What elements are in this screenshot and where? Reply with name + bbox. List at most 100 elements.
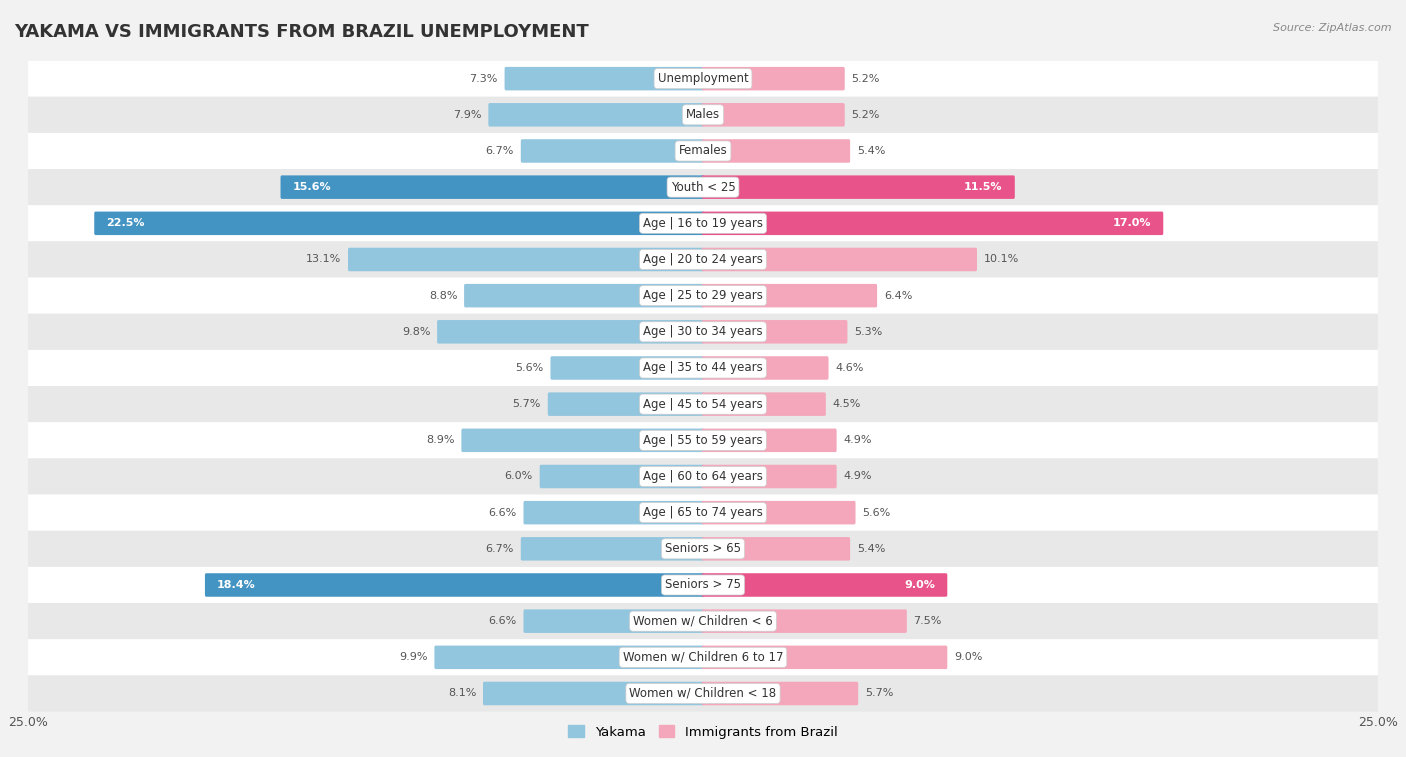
FancyBboxPatch shape	[702, 609, 907, 633]
Text: Age | 55 to 59 years: Age | 55 to 59 years	[643, 434, 763, 447]
Text: 5.4%: 5.4%	[856, 146, 886, 156]
FancyBboxPatch shape	[28, 639, 1378, 675]
Text: Age | 35 to 44 years: Age | 35 to 44 years	[643, 362, 763, 375]
Text: Males: Males	[686, 108, 720, 121]
FancyBboxPatch shape	[702, 392, 825, 416]
FancyBboxPatch shape	[28, 205, 1378, 241]
FancyBboxPatch shape	[205, 573, 704, 597]
FancyBboxPatch shape	[548, 392, 704, 416]
FancyBboxPatch shape	[520, 139, 704, 163]
Text: Unemployment: Unemployment	[658, 72, 748, 85]
FancyBboxPatch shape	[702, 67, 845, 90]
FancyBboxPatch shape	[281, 176, 704, 199]
Text: Females: Females	[679, 145, 727, 157]
FancyBboxPatch shape	[551, 357, 704, 380]
Text: 7.5%: 7.5%	[914, 616, 942, 626]
Text: Age | 20 to 24 years: Age | 20 to 24 years	[643, 253, 763, 266]
FancyBboxPatch shape	[702, 573, 948, 597]
Text: Women w/ Children < 18: Women w/ Children < 18	[630, 687, 776, 700]
Text: 18.4%: 18.4%	[217, 580, 256, 590]
FancyBboxPatch shape	[28, 675, 1378, 712]
FancyBboxPatch shape	[540, 465, 704, 488]
FancyBboxPatch shape	[28, 61, 1378, 97]
FancyBboxPatch shape	[702, 465, 837, 488]
FancyBboxPatch shape	[702, 682, 858, 706]
Text: 5.7%: 5.7%	[865, 689, 893, 699]
Text: Seniors > 75: Seniors > 75	[665, 578, 741, 591]
Text: 22.5%: 22.5%	[107, 218, 145, 229]
Text: 6.7%: 6.7%	[485, 146, 515, 156]
FancyBboxPatch shape	[28, 459, 1378, 494]
Text: 8.9%: 8.9%	[426, 435, 454, 445]
FancyBboxPatch shape	[702, 211, 1163, 235]
FancyBboxPatch shape	[702, 646, 948, 669]
FancyBboxPatch shape	[702, 357, 828, 380]
FancyBboxPatch shape	[702, 537, 851, 561]
Text: Age | 60 to 64 years: Age | 60 to 64 years	[643, 470, 763, 483]
Text: 5.3%: 5.3%	[855, 327, 883, 337]
FancyBboxPatch shape	[437, 320, 704, 344]
FancyBboxPatch shape	[464, 284, 704, 307]
Text: 11.5%: 11.5%	[965, 182, 1002, 192]
Text: Source: ZipAtlas.com: Source: ZipAtlas.com	[1274, 23, 1392, 33]
Text: 8.8%: 8.8%	[429, 291, 457, 301]
FancyBboxPatch shape	[28, 567, 1378, 603]
Text: 9.0%: 9.0%	[904, 580, 935, 590]
Text: Age | 25 to 29 years: Age | 25 to 29 years	[643, 289, 763, 302]
FancyBboxPatch shape	[461, 428, 704, 452]
Text: 4.9%: 4.9%	[844, 472, 872, 481]
FancyBboxPatch shape	[523, 501, 704, 525]
Text: 9.9%: 9.9%	[399, 653, 427, 662]
FancyBboxPatch shape	[702, 248, 977, 271]
Text: 17.0%: 17.0%	[1112, 218, 1152, 229]
FancyBboxPatch shape	[28, 531, 1378, 567]
FancyBboxPatch shape	[28, 386, 1378, 422]
FancyBboxPatch shape	[523, 609, 704, 633]
Text: 5.6%: 5.6%	[862, 508, 890, 518]
FancyBboxPatch shape	[702, 428, 837, 452]
Text: 5.4%: 5.4%	[856, 544, 886, 554]
FancyBboxPatch shape	[702, 284, 877, 307]
Text: 6.0%: 6.0%	[505, 472, 533, 481]
Text: Women w/ Children 6 to 17: Women w/ Children 6 to 17	[623, 651, 783, 664]
FancyBboxPatch shape	[28, 350, 1378, 386]
Text: Seniors > 65: Seniors > 65	[665, 542, 741, 556]
Text: 8.1%: 8.1%	[449, 689, 477, 699]
Text: 5.6%: 5.6%	[516, 363, 544, 373]
Text: 6.4%: 6.4%	[884, 291, 912, 301]
FancyBboxPatch shape	[28, 241, 1378, 278]
FancyBboxPatch shape	[28, 97, 1378, 133]
Text: Age | 45 to 54 years: Age | 45 to 54 years	[643, 397, 763, 410]
Text: 10.1%: 10.1%	[984, 254, 1019, 264]
Text: Age | 16 to 19 years: Age | 16 to 19 years	[643, 217, 763, 230]
FancyBboxPatch shape	[28, 133, 1378, 169]
Text: 4.5%: 4.5%	[832, 399, 860, 409]
FancyBboxPatch shape	[488, 103, 704, 126]
FancyBboxPatch shape	[702, 176, 1015, 199]
Text: 5.7%: 5.7%	[513, 399, 541, 409]
Text: Age | 65 to 74 years: Age | 65 to 74 years	[643, 506, 763, 519]
Text: Youth < 25: Youth < 25	[671, 181, 735, 194]
FancyBboxPatch shape	[484, 682, 704, 706]
Text: 4.9%: 4.9%	[844, 435, 872, 445]
Text: 9.8%: 9.8%	[402, 327, 430, 337]
Text: 5.2%: 5.2%	[852, 73, 880, 83]
Text: 9.0%: 9.0%	[955, 653, 983, 662]
FancyBboxPatch shape	[28, 422, 1378, 459]
FancyBboxPatch shape	[28, 603, 1378, 639]
FancyBboxPatch shape	[702, 103, 845, 126]
Text: 13.1%: 13.1%	[307, 254, 342, 264]
Text: Age | 30 to 34 years: Age | 30 to 34 years	[643, 326, 763, 338]
Text: 6.6%: 6.6%	[488, 616, 517, 626]
FancyBboxPatch shape	[28, 313, 1378, 350]
FancyBboxPatch shape	[94, 211, 704, 235]
Text: 7.3%: 7.3%	[470, 73, 498, 83]
FancyBboxPatch shape	[702, 320, 848, 344]
FancyBboxPatch shape	[520, 537, 704, 561]
FancyBboxPatch shape	[28, 278, 1378, 313]
Text: Women w/ Children < 6: Women w/ Children < 6	[633, 615, 773, 628]
Text: 15.6%: 15.6%	[292, 182, 332, 192]
Text: 5.2%: 5.2%	[852, 110, 880, 120]
FancyBboxPatch shape	[702, 139, 851, 163]
FancyBboxPatch shape	[28, 494, 1378, 531]
